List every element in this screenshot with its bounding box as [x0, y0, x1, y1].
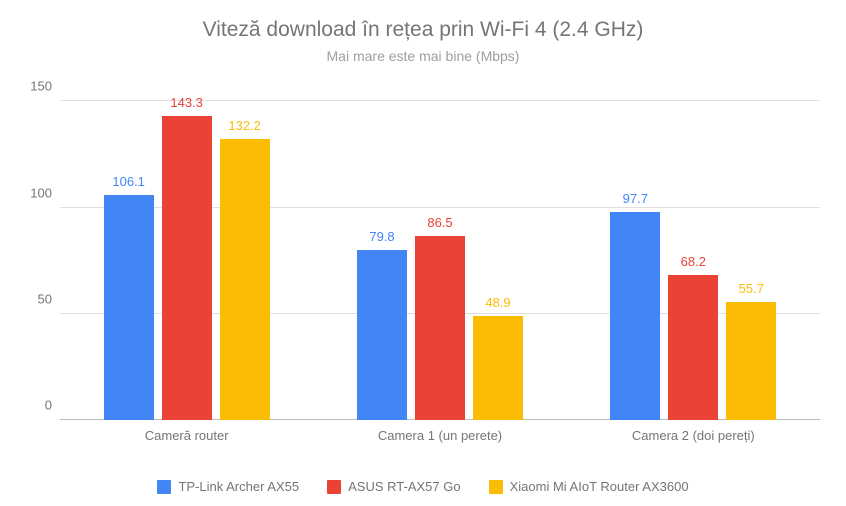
- bar: 132.2: [220, 139, 270, 420]
- bar-value-label: 48.9: [473, 295, 523, 310]
- legend-swatch: [489, 480, 503, 494]
- bar: 79.8: [357, 250, 407, 420]
- x-axis-label: Camera 1 (un perete): [378, 428, 502, 443]
- bar-value-label: 86.5: [415, 215, 465, 230]
- legend: TP-Link Archer AX55 ASUS RT-AX57 Go Xiaomi…: [0, 479, 846, 494]
- bar-value-label: 97.7: [610, 191, 660, 206]
- legend-item: TP-Link Archer AX55: [157, 479, 299, 494]
- bar: 48.9: [473, 316, 523, 420]
- x-axis-label: Camera 2 (doi pereți): [632, 428, 755, 443]
- chart-container: Viteză download în rețea prin Wi-Fi 4 (2…: [0, 0, 846, 506]
- chart-subtitle: Mai mare este mai bine (Mbps): [20, 48, 826, 64]
- bar: 97.7: [610, 212, 660, 420]
- bar-value-label: 79.8: [357, 229, 407, 244]
- legend-item: Xiaomi Mi AIoT Router AX3600: [489, 479, 689, 494]
- bar-value-label: 68.2: [668, 254, 718, 269]
- bar: 55.7: [726, 302, 776, 420]
- bar: 106.1: [104, 195, 154, 420]
- bar: 68.2: [668, 275, 718, 420]
- bar-value-label: 106.1: [104, 174, 154, 189]
- legend-swatch: [327, 480, 341, 494]
- bar: 86.5: [415, 236, 465, 420]
- legend-label: ASUS RT-AX57 Go: [348, 479, 460, 494]
- ytick-label: 150: [30, 79, 52, 94]
- legend-item: ASUS RT-AX57 Go: [327, 479, 460, 494]
- ytick-label: 0: [45, 398, 52, 413]
- plot-area: 050100150106.1143.3132.2Cameră router79.…: [60, 80, 820, 420]
- legend-label: TP-Link Archer AX55: [178, 479, 299, 494]
- legend-swatch: [157, 480, 171, 494]
- bar: 143.3: [162, 116, 212, 421]
- chart-title: Viteză download în rețea prin Wi-Fi 4 (2…: [20, 18, 826, 42]
- legend-label: Xiaomi Mi AIoT Router AX3600: [510, 479, 689, 494]
- x-axis-label: Cameră router: [145, 428, 229, 443]
- ytick-label: 100: [30, 185, 52, 200]
- bar-value-label: 143.3: [162, 95, 212, 110]
- ytick-label: 50: [38, 291, 52, 306]
- bar-value-label: 55.7: [726, 281, 776, 296]
- bar-value-label: 132.2: [220, 118, 270, 133]
